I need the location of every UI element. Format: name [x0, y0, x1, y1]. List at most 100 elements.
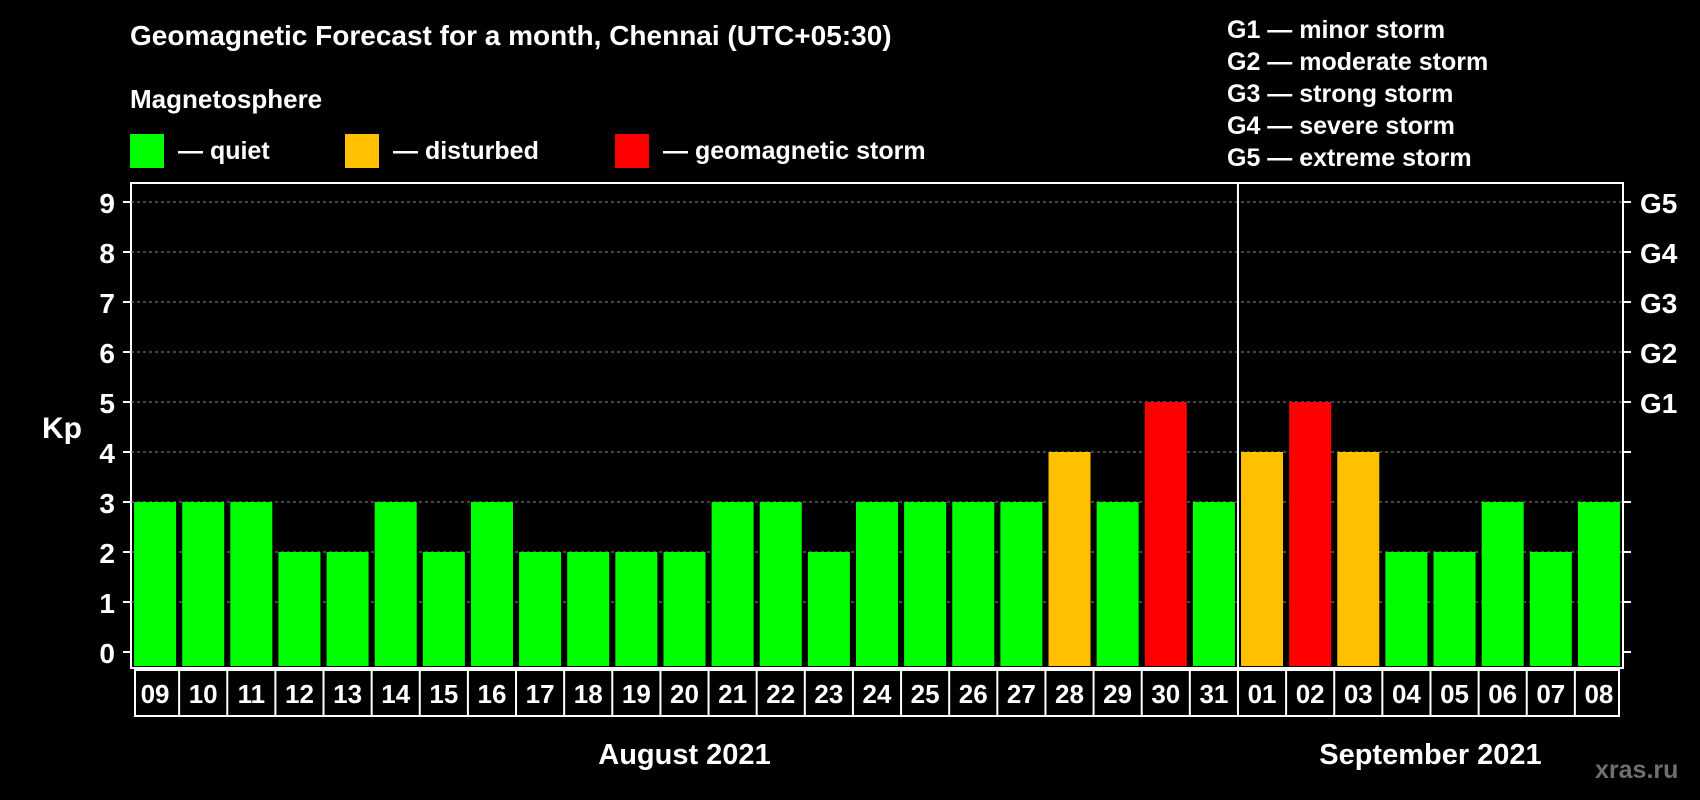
bar-02-24	[1289, 402, 1332, 666]
x-tick-label-02-24: 02	[1296, 679, 1325, 709]
bar-13-4	[326, 552, 369, 666]
bar-11-2	[230, 502, 273, 666]
bar-18-9	[567, 552, 610, 666]
x-tick-label-30-21: 30	[1151, 679, 1180, 709]
x-tick-label-20-11: 20	[670, 679, 699, 709]
x-tick-label-28-19: 28	[1055, 679, 1084, 709]
y-axis-label: Kp	[42, 412, 82, 445]
legend-swatch-quiet	[130, 134, 164, 168]
y-tick-label-1: 1	[99, 588, 115, 619]
bar-28-19	[1048, 452, 1091, 666]
bar-23-14	[807, 552, 850, 666]
bar-06-28	[1481, 502, 1524, 666]
plot-frame	[130, 182, 1624, 669]
x-tick-label-12-3: 12	[285, 679, 314, 709]
x-tick-label-09-0: 09	[141, 679, 170, 709]
x-tick-label-08-30: 08	[1584, 679, 1613, 709]
x-tick-label-31-22: 31	[1199, 679, 1228, 709]
g-legend-g5: G5 — extreme storm	[1227, 144, 1472, 172]
x-tick-label-14-5: 14	[381, 679, 410, 709]
right-axis-label-g2: G2	[1640, 338, 1677, 369]
legend-swatch-storm	[615, 134, 649, 168]
right-axis-label-g5: G5	[1640, 188, 1677, 219]
legend-item-disturbed: — disturbed	[345, 134, 539, 168]
legend-heading: Magnetosphere	[130, 84, 323, 114]
day-axis-box	[134, 669, 1620, 717]
y-tick-label-9: 9	[99, 188, 115, 219]
y-tick-label-5: 5	[99, 388, 115, 419]
x-tick-label-26-17: 26	[959, 679, 988, 709]
bar-10-1	[182, 502, 225, 666]
x-tick-label-21-12: 21	[718, 679, 747, 709]
x-tick-label-13-4: 13	[333, 679, 362, 709]
bar-30-21	[1144, 402, 1187, 666]
legend-swatch-disturbed	[345, 134, 379, 168]
bar-25-16	[904, 502, 947, 666]
right-axis-label-g4: G4	[1640, 238, 1678, 269]
x-tick-label-16-7: 16	[478, 679, 507, 709]
bar-21-12	[711, 502, 754, 666]
bar-27-18	[1000, 502, 1043, 666]
x-tick-label-25-16: 25	[911, 679, 940, 709]
month-label-1: September 2021	[1319, 739, 1541, 771]
bar-09-0	[134, 502, 177, 666]
g-legend-g4: G4 — severe storm	[1227, 112, 1455, 140]
bar-15-6	[422, 552, 465, 666]
g-legend-g2: G2 — moderate storm	[1227, 48, 1489, 76]
bar-07-29	[1529, 552, 1572, 666]
legend-label-storm: — geomagnetic storm	[663, 136, 926, 165]
bar-14-5	[374, 502, 417, 666]
bar-22-13	[759, 502, 802, 666]
x-tick-label-27-18: 27	[1007, 679, 1036, 709]
bar-31-22	[1192, 502, 1235, 666]
bar-01-23	[1241, 452, 1284, 666]
bar-08-30	[1577, 502, 1620, 666]
bar-05-27	[1433, 552, 1476, 666]
bar-04-26	[1385, 552, 1428, 666]
x-tick-label-10-1: 10	[189, 679, 218, 709]
bar-03-25	[1337, 452, 1380, 666]
watermark: xras.ru	[1595, 756, 1679, 784]
x-tick-label-07-29: 07	[1536, 679, 1565, 709]
x-tick-label-04-26: 04	[1392, 679, 1421, 709]
y-tick-label-0: 0	[99, 638, 115, 669]
x-tick-label-15-6: 15	[429, 679, 458, 709]
y-tick-label-7: 7	[99, 288, 115, 319]
bar-29-20	[1096, 502, 1139, 666]
legend-label-quiet: — quiet	[178, 136, 270, 165]
bar-24-15	[856, 502, 898, 666]
y-tick-label-2: 2	[99, 538, 115, 569]
x-tick-label-24-15: 24	[863, 679, 892, 709]
x-tick-label-22-13: 22	[766, 679, 795, 709]
x-tick-label-11-2: 11	[238, 679, 266, 709]
legend-item-storm: — geomagnetic storm	[615, 134, 926, 168]
x-tick-label-29-20: 29	[1103, 679, 1132, 709]
x-tick-label-23-14: 23	[814, 679, 843, 709]
y-tick-label-6: 6	[99, 338, 115, 369]
bar-19-10	[615, 552, 658, 666]
x-tick-label-03-25: 03	[1344, 679, 1373, 709]
legend-item-quiet: — quiet	[130, 134, 270, 168]
g-scale-legend: G1 — minor storm G2 — moderate storm G3 …	[1227, 14, 1488, 174]
x-tick-label-17-8: 17	[526, 679, 555, 709]
x-tick-label-19-10: 19	[622, 679, 651, 709]
x-tick-label-01-23: 01	[1248, 679, 1277, 709]
right-axis-label-g1: G1	[1640, 388, 1677, 419]
y-tick-label-3: 3	[99, 488, 115, 519]
bar-17-8	[519, 552, 562, 666]
g-legend-g3: G3 — strong storm	[1227, 80, 1454, 108]
bar-16-7	[470, 502, 513, 666]
right-axis-label-g3: G3	[1640, 288, 1677, 319]
x-tick-label-05-27: 05	[1440, 679, 1469, 709]
y-tick-label-8: 8	[99, 238, 115, 269]
bar-20-11	[663, 552, 706, 666]
g-legend-g1: G1 — minor storm	[1227, 16, 1446, 44]
x-tick-label-06-28: 06	[1488, 679, 1517, 709]
y-tick-label-4: 4	[99, 438, 115, 469]
month-label-0: August 2021	[598, 739, 770, 771]
bar-12-3	[278, 552, 321, 666]
chart-title: Geomagnetic Forecast for a month, Chenna…	[130, 20, 892, 51]
bar-26-17	[952, 502, 995, 666]
legend-label-disturbed: — disturbed	[393, 136, 539, 165]
